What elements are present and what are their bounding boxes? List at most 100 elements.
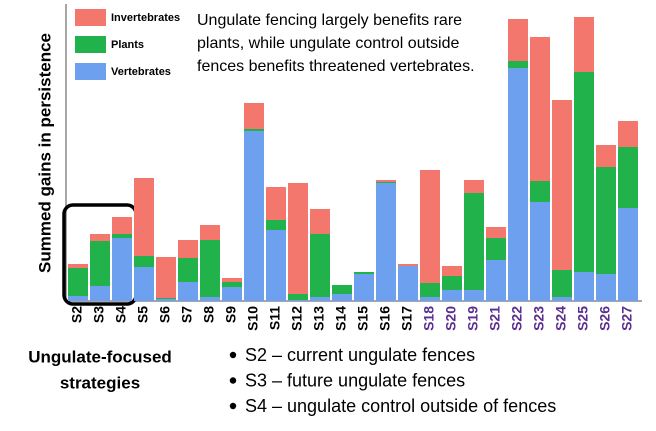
x-tick-label: S8	[201, 306, 217, 323]
bar-segment	[552, 270, 572, 297]
bar-segment	[618, 121, 638, 147]
bar-segment	[574, 272, 594, 301]
bar-segment	[596, 167, 616, 274]
bar-segment	[156, 299, 176, 301]
bar-segment	[222, 287, 242, 301]
x-tick-label: S24	[553, 306, 569, 331]
legend-label: Invertebrates	[111, 12, 180, 24]
bar-segment	[508, 19, 528, 61]
bar-segment	[354, 274, 374, 301]
x-tick-label: S18	[421, 306, 437, 331]
bar-segment	[398, 266, 418, 301]
bar-segment	[442, 276, 462, 290]
bar-segment	[200, 297, 220, 301]
x-tick-label: S14	[333, 306, 349, 331]
bar-segment	[310, 297, 330, 301]
bar-segment	[178, 282, 198, 301]
highlight-item: S2 – current ungulate fences	[245, 345, 475, 365]
bar-segment	[200, 240, 220, 297]
bar-segment	[376, 182, 396, 183]
x-tick-label: S20	[443, 306, 459, 331]
bar-segment	[266, 230, 286, 301]
bar-segment	[134, 267, 154, 301]
bar-segment	[420, 297, 440, 301]
bar-segment	[200, 225, 220, 240]
bar-segment	[464, 290, 484, 301]
bar-segment	[464, 180, 484, 193]
highlight-item: S4 – ungulate control outside of fences	[245, 396, 556, 416]
x-tick-label: S5	[135, 306, 151, 323]
legend-swatch	[75, 36, 106, 53]
x-tick-label: S12	[289, 306, 305, 331]
x-tick-label: S7	[179, 306, 195, 323]
x-tick-label: S6	[157, 306, 173, 323]
legend-label: Plants	[111, 39, 144, 51]
x-tick-label: S11	[267, 306, 283, 330]
x-tick-label: S26	[597, 306, 613, 331]
x-tick-label: S19	[465, 306, 481, 331]
bar-segment	[90, 241, 110, 286]
bar-segment	[134, 256, 154, 267]
bar-segment	[68, 264, 88, 268]
x-tick-label: S25	[575, 306, 591, 331]
annotation: fences benefits threatened vertebrates.	[197, 58, 475, 75]
bullet	[229, 402, 237, 410]
bar-segment	[420, 283, 440, 297]
bar-segment	[332, 285, 352, 294]
legend-swatch	[75, 9, 106, 26]
bar-segment	[310, 209, 330, 234]
bar-segment	[288, 294, 308, 300]
bar-segment	[332, 294, 352, 301]
bar-segment	[552, 297, 572, 301]
bar-segment	[574, 72, 594, 272]
bar-segment	[288, 300, 308, 301]
annotation: plants, while ungulate control outside	[197, 35, 459, 52]
x-tick-label: S22	[509, 306, 525, 331]
bar-segment	[222, 278, 242, 282]
legend-swatch	[75, 63, 106, 80]
bar-segment	[112, 217, 132, 234]
highlight-item: S3 – future ungulate fences	[245, 370, 465, 390]
bar-segment	[90, 234, 110, 241]
bullet	[229, 351, 237, 359]
bar-segment	[508, 68, 528, 301]
bar-segment	[376, 180, 396, 182]
bar-segment	[398, 264, 418, 266]
bar-segment	[90, 286, 110, 301]
y-axis-label: Summed gains in persistence	[35, 33, 54, 273]
bar-segment	[244, 129, 264, 131]
bar-segment	[596, 145, 616, 167]
bar-segment	[310, 234, 330, 297]
x-tick-label: S21	[487, 306, 503, 331]
bar-segment	[530, 202, 550, 301]
x-tick-label: S23	[531, 306, 547, 331]
bar-segment	[574, 17, 594, 72]
x-tick-label: S10	[245, 306, 261, 331]
annotation: Ungulate fencing largely benefits rare	[197, 12, 462, 29]
bar-segment	[530, 181, 550, 202]
bar-segment	[156, 257, 176, 298]
bar-segment	[486, 260, 506, 301]
bar-segment	[244, 103, 264, 129]
x-tick-label: S9	[223, 306, 239, 323]
bar-segment	[618, 147, 638, 208]
highlight-title: strategies	[60, 373, 140, 392]
x-tick-label: S4	[113, 306, 129, 323]
bar-segment	[420, 170, 440, 283]
bar-segment	[464, 193, 484, 290]
bar-segment	[376, 183, 396, 301]
x-tick-label: S13	[311, 306, 327, 331]
bar-segment	[596, 274, 616, 301]
bar-segment	[486, 227, 506, 238]
bar-segment	[266, 220, 286, 230]
x-tick-label: S27	[619, 306, 635, 331]
bar-segment	[288, 183, 308, 294]
legend-label: Vertebrates	[111, 66, 171, 78]
bar-segment	[530, 37, 550, 181]
x-tick-label: S15	[355, 306, 371, 331]
bar-segment	[134, 178, 154, 256]
bar-segment	[442, 266, 462, 276]
bar-segment	[68, 268, 88, 296]
highlight-title: Ungulate-focused	[28, 347, 172, 366]
bullet	[229, 377, 237, 384]
